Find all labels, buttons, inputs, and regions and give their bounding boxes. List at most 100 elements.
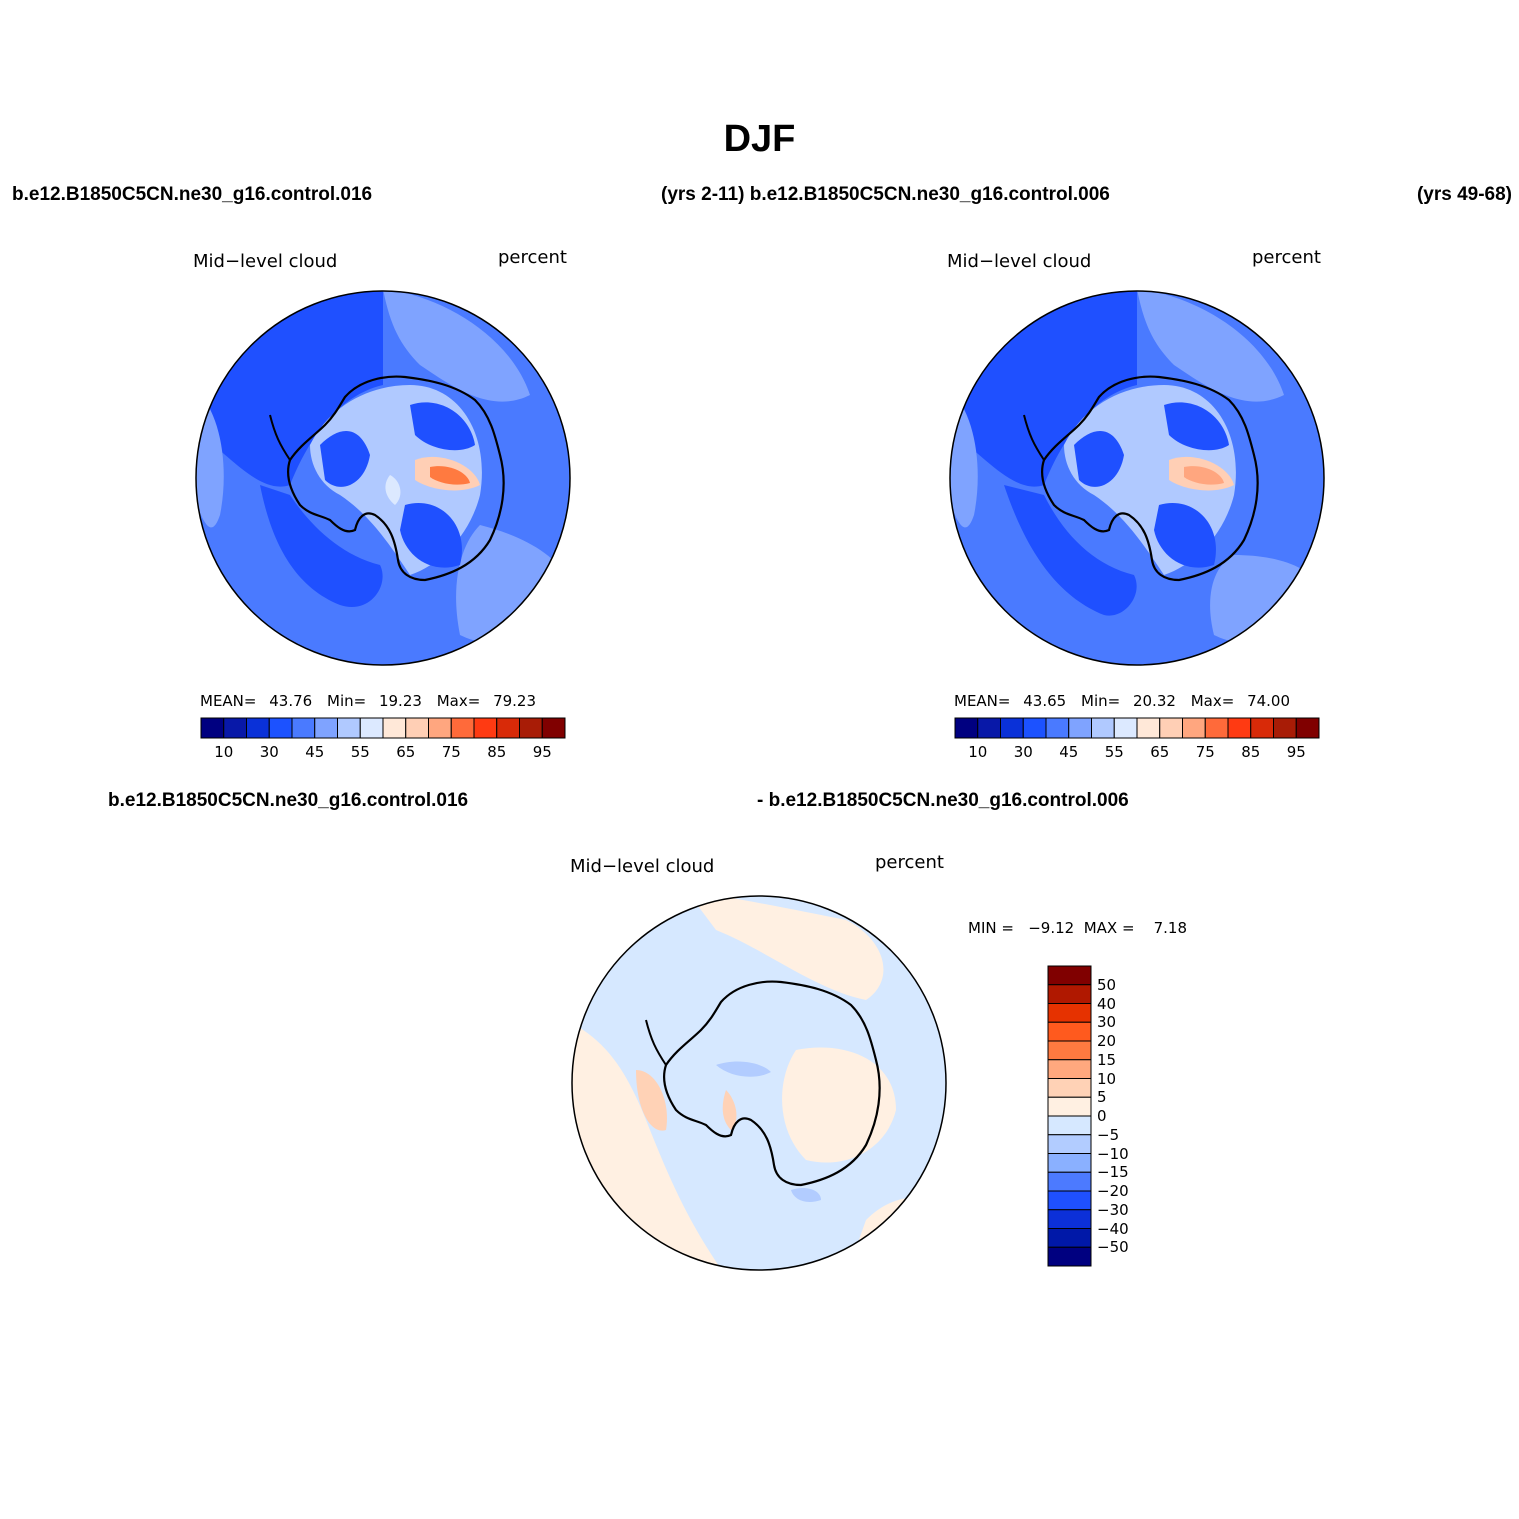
diff-colorbar-swatch [1047,1059,1092,1079]
panel1-stats: MEAN= 43.76 Min= 19.23 Max= 79.23 [200,692,536,710]
colorbar-tick-label: 65 [1150,743,1170,761]
colorbar-swatch [1159,717,1183,739]
colorbar-tick-label: 30 [1013,743,1033,761]
colorbar-swatch [1227,717,1252,739]
panel2-polar-map [949,290,1325,666]
diff-colorbar-swatch [1047,1171,1092,1192]
diff-colorbar-swatch [1047,1115,1092,1136]
diff-colorbar-swatch [1047,1021,1092,1042]
colorbar-swatch [359,717,384,739]
diff-colorbar-swatch [1047,1078,1092,1098]
diff-colorbar-label: 10 [1097,1069,1117,1088]
diff-units: percent [875,852,944,873]
diff-colorbar-label: −30 [1097,1200,1129,1219]
colorbar-swatch [428,717,452,739]
case-label-middle: (yrs 2-11) b.e12.B1850C5CN.ne30_g16.cont… [661,184,1110,205]
diff-colorbar-label: 5 [1097,1088,1107,1107]
panel2-colorbar [954,717,1320,739]
colorbar-swatch [496,717,520,739]
colorbar-swatch [1068,717,1092,739]
colorbar-tick-label: 10 [968,743,988,761]
diff-colorbar-label: 40 [1097,994,1117,1013]
colorbar-swatch [977,717,1001,739]
diff-polar-map [571,895,947,1271]
panel2-max-label: Max= [1190,692,1235,710]
colorbar-swatch [1273,717,1297,739]
diff-colorbar-swatch [1047,1003,1092,1023]
diff-colorbar-swatch [1047,1134,1092,1154]
diff-colorbar-swatch [1047,1209,1092,1229]
colorbar-swatch [291,717,316,739]
colorbar-swatch [1000,717,1024,739]
colorbar-swatch [337,717,361,739]
case-label-left: b.e12.B1850C5CN.ne30_g16.control.016 [12,184,373,205]
diff-colorbar-labels: 50 40 30 20 15 10 5 0 −5 −10 −15 −20 −30 −40 −50 [1097,965,1157,1269]
diff-colorbar-swatch [1047,1153,1092,1173]
diff-colorbar-label: 50 [1097,975,1117,994]
panel1-colorbar [200,717,566,739]
colorbar-tick-label: 95 [532,743,552,761]
diff-colorbar-swatch [1047,1096,1092,1117]
figure-title: DJF [723,118,796,160]
panel2-mean-label: MEAN= [954,692,1011,710]
colorbar-tick-label: 95 [1286,743,1306,761]
panel2-colorbar-ticks: 10 30 45 55 65 75 85 95 [953,743,1321,763]
colorbar-swatch [200,717,225,739]
colorbar-tick-label: 75 [441,743,461,761]
colorbar-swatch [519,717,543,739]
colorbar-tick-label: 65 [396,743,416,761]
panel1-mean-value: 43.76 [269,692,313,710]
panel1-max-value: 79.23 [493,692,537,710]
diff-colorbar-swatch [1047,1228,1092,1248]
colorbar-tick-label: 10 [214,743,234,761]
panel1-polar-map [195,290,571,666]
panel1-variable: Mid−level cloud [193,251,338,272]
diff-colorbar-label: −10 [1097,1144,1129,1163]
panel2-stats: MEAN= 43.65 Min= 20.32 Max= 74.00 [954,692,1290,710]
panel2-max-value: 74.00 [1247,692,1291,710]
colorbar-tick-label: 85 [487,743,507,761]
diff-colorbar-label: 15 [1097,1050,1117,1069]
diff-colorbar-label: 0 [1097,1107,1107,1125]
colorbar-swatch [1295,717,1320,739]
diff-colorbar-label: −40 [1097,1219,1129,1238]
diff-colorbar-label: 20 [1097,1032,1117,1050]
diff-colorbar-swatch [1047,1040,1092,1061]
colorbar-tick-label: 45 [1059,743,1079,761]
colorbar-swatch [1091,717,1115,739]
colorbar-swatch [1136,717,1161,739]
colorbar-tick-label: 55 [350,743,370,761]
diff-colorbar-label: −20 [1097,1182,1129,1200]
colorbar-swatch [268,717,293,739]
colorbar-swatch [246,717,270,739]
colorbar-swatch [1250,717,1274,739]
colorbar-swatch [405,717,429,739]
case-label-right: (yrs 49-68) [1416,184,1512,205]
diff-case-label-left: b.e12.B1850C5CN.ne30_g16.control.016 [108,790,469,811]
diff-colorbar-swatch [1047,984,1092,1004]
colorbar-swatch [1022,717,1047,739]
diff-colorbar-label: −15 [1097,1163,1129,1182]
colorbar-swatch [1113,717,1138,739]
colorbar-tick-label: 30 [259,743,279,761]
diff-stats: MIN = −9.12 MAX = 7.18 [968,919,1188,937]
diff-colorbar [1047,965,1092,1267]
panel1-colorbar-ticks: 10 30 45 55 65 75 85 95 [199,743,567,763]
colorbar-swatch [954,717,979,739]
panel2-mean-value: 43.65 [1023,692,1067,710]
diff-case-label-right: - b.e12.B1850C5CN.ne30_g16.control.006 [757,790,1129,811]
panel1-min-value: 19.23 [378,692,422,710]
panel2-variable: Mid−level cloud [947,251,1092,272]
colorbar-swatch [1204,717,1229,739]
colorbar-tick-label: 75 [1195,743,1215,761]
colorbar-tick-label: 45 [305,743,325,761]
colorbar-swatch [314,717,338,739]
panel2-min-value: 20.32 [1132,692,1176,710]
diff-colorbar-label: −5 [1097,1125,1120,1144]
diff-colorbar-label: 30 [1097,1013,1117,1032]
colorbar-swatch [382,717,407,739]
panel1-units: percent [498,247,567,268]
colorbar-swatch [450,717,475,739]
diff-colorbar-swatch [1047,1246,1092,1267]
panel1-mean-label: MEAN= [200,692,257,710]
